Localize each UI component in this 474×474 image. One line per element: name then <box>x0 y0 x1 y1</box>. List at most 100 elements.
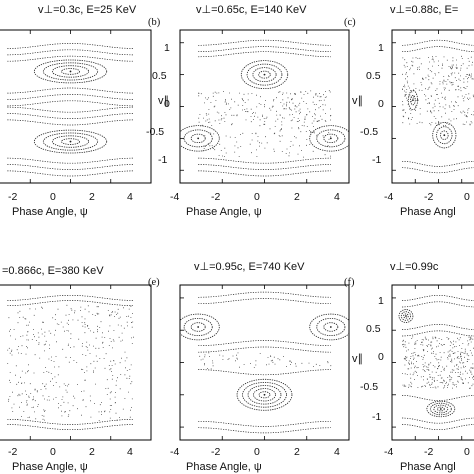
island-1-ring-1 <box>61 138 80 145</box>
band-3 <box>7 424 134 431</box>
panel-c-tick-x-1: -2 <box>424 191 433 203</box>
island-2-ring-5 <box>236 378 293 411</box>
band-3 <box>402 167 474 174</box>
band-6 <box>7 106 134 113</box>
chaos-0 <box>7 304 134 421</box>
band-2 <box>7 418 134 425</box>
island-1-center <box>69 140 72 143</box>
band-4 <box>7 94 134 100</box>
band-1 <box>402 46 474 53</box>
island-0-ring-1 <box>410 94 416 106</box>
panel-e-tick-x-2: 0 <box>254 446 260 458</box>
island-0-ring-2 <box>183 317 213 336</box>
panel-b-label: (b) <box>148 17 161 28</box>
island-1-ring-3 <box>42 132 99 151</box>
panel-f-tick-y-4: -1 <box>372 411 381 423</box>
panel-a-title: v⊥=0.3c, E=25 KeV <box>38 4 137 16</box>
island-0-ring-3 <box>180 313 220 341</box>
panel-f-tick-y-1: 0.5 <box>366 323 381 335</box>
island-1-ring-2 <box>183 129 213 148</box>
panel-f: (f) v⊥=0.99c 1 0.5 0 -0.5 -1 v∥ -4 -2 0 … <box>344 261 470 473</box>
island-0-ring-2 <box>51 65 90 78</box>
island-0-ring-3 <box>246 63 283 86</box>
panel-e-title: v⊥=0.95c, E=740 KeV <box>194 261 305 273</box>
panel-c-tick-y-0: 1 <box>378 42 384 54</box>
panel-b-tick-y-0: 1 <box>164 42 170 54</box>
panel-2-marks <box>402 39 474 174</box>
panel-c-tick-y-4: -1 <box>372 154 381 166</box>
band-0 <box>198 39 331 46</box>
panel-c: (c) v⊥=0.88c, E= 1 0.5 0 -0.5 -1 v∥ -4 -… <box>344 4 470 218</box>
panel-e-tick-x-0: -4 <box>170 446 179 458</box>
island-1-ring-4 <box>33 129 108 154</box>
panel-4-frame <box>179 284 350 441</box>
island-0-ring-1 <box>190 322 206 332</box>
island-0-center <box>197 326 200 328</box>
island-0-ring-2 <box>407 90 418 111</box>
panel-a-tick-x-0: -2 <box>8 191 17 203</box>
island-1-ring-4 <box>426 400 456 418</box>
island-0-center <box>69 70 72 73</box>
panel-e-tick-x-4: 4 <box>334 446 340 458</box>
panel-f-tick-y-0: 1 <box>378 295 384 307</box>
island-1-center <box>329 326 332 328</box>
band-2 <box>402 324 474 330</box>
plot-layer <box>0 29 474 441</box>
band-7 <box>7 113 134 119</box>
panel-f-ylabel: v∥ <box>352 353 363 365</box>
band-0 <box>402 39 474 46</box>
panel-3-frame <box>0 284 152 441</box>
band-2 <box>402 160 474 167</box>
panel-d-tick-x-1: 0 <box>50 446 56 458</box>
panel-2-frame <box>391 29 474 184</box>
island-2-center <box>329 137 332 140</box>
band-3 <box>198 157 331 164</box>
band-11 <box>7 170 134 177</box>
island-1-ring-1 <box>436 406 445 412</box>
island-1-ring-1 <box>323 322 339 332</box>
island-2-ring-3 <box>309 125 349 152</box>
panel-c-tick-y-2: 0 <box>378 98 384 110</box>
panel-f-label: (f) <box>344 277 355 288</box>
island-1-ring-3 <box>309 313 349 341</box>
panel-c-tick-x-2: 0 <box>464 191 470 203</box>
band-4 <box>402 395 474 401</box>
band-5 <box>198 170 331 177</box>
panel-a-xlabel: Phase Angle, ψ <box>12 206 88 218</box>
panel-5-frame <box>391 284 474 441</box>
island-0-center <box>412 99 414 102</box>
island-0-ring-1 <box>403 313 409 319</box>
panel-0-frame <box>0 29 152 184</box>
band-1 <box>198 298 331 305</box>
panel-b-xlabel: Phase Angle, ψ <box>186 206 262 218</box>
island-2-ring-1 <box>258 391 271 399</box>
band-2 <box>198 51 331 58</box>
band-5 <box>7 100 134 107</box>
band-2 <box>198 340 331 347</box>
panel-3-marks <box>7 294 134 431</box>
island-0-ring-3 <box>42 62 99 81</box>
island-1-center <box>439 408 442 410</box>
island-2-ring-1 <box>323 133 339 144</box>
band-5 <box>198 420 331 427</box>
chaos-0 <box>402 55 474 126</box>
panel-c-tick-y-3: -0.5 <box>360 126 378 138</box>
band-1 <box>402 301 474 308</box>
panel-c-ylabel: v∥ <box>352 95 363 107</box>
panel-b-title: v⊥=0.65c, E=140 KeV <box>196 4 307 16</box>
panel-f-tick-y-2: 0 <box>378 351 384 363</box>
island-0-center <box>263 73 266 76</box>
panel-d-xlabel: Phase Angle, ψ <box>12 461 88 473</box>
band-0 <box>7 294 134 301</box>
band-0 <box>7 43 134 49</box>
band-3 <box>7 87 134 94</box>
panel-a-tick-x-1: 0 <box>50 191 56 203</box>
island-0-ring-4 <box>33 59 108 84</box>
panel-1-marks <box>180 39 349 177</box>
panel-b-tick-y-4: -1 <box>158 154 167 166</box>
panel-d-tick-x-0: -2 <box>8 446 17 458</box>
panel-b-tick-y-1: 0.5 <box>152 70 167 82</box>
panel-f-tick-x-2: 0 <box>464 446 470 458</box>
panel-b-tick-x-1: -2 <box>211 191 220 203</box>
band-0 <box>198 291 331 298</box>
